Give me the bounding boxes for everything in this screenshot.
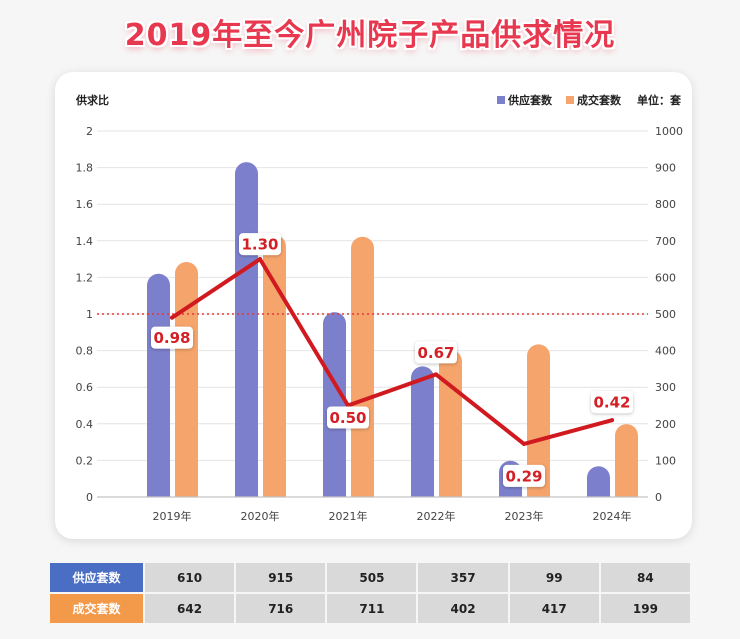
table-cell: 99 (509, 563, 599, 592)
table-cell: 716 (236, 594, 326, 623)
ratio-line (170, 257, 614, 446)
left-tick-label: 1.8 (76, 162, 94, 175)
legend-label-deals: 成交套数 (577, 93, 622, 107)
supply-bar-3 (323, 312, 346, 497)
ratio-labels: 0.98 1.30 0.50 0.67 0.29 0.42 (151, 233, 633, 487)
ratio-label-box (327, 406, 369, 429)
table-cell: 402 (418, 594, 508, 623)
ratio-label-1: 0.98 (151, 326, 193, 349)
table-row-header-deals: 成交套数 (50, 594, 143, 623)
table-cell: 711 (327, 594, 417, 623)
ratio-label-box (151, 326, 193, 349)
table-cell: 915 (236, 563, 326, 592)
deal-bar-3 (351, 236, 374, 497)
legend-swatch-deals (566, 96, 574, 104)
legend-label-supply: 供应套数 (507, 93, 553, 107)
ratio-label-5: 0.29 (503, 464, 545, 487)
supply-bar-6 (587, 466, 610, 497)
ratio-label-text: 0.29 (505, 467, 542, 485)
ratio-label-text: 0.42 (593, 394, 630, 412)
unit-label: 单位：套 (637, 93, 682, 107)
right-tick-label: 700 (655, 235, 676, 248)
right-tick-label: 800 (655, 198, 676, 211)
right-axis: 0 100 200 300 400 500 600 700 800 900 1000 (655, 125, 683, 504)
ratio-point-4 (434, 372, 438, 377)
ratio-line-group (170, 257, 614, 446)
ratio-label-text: 0.50 (329, 409, 366, 427)
ratio-label-4: 0.67 (415, 341, 457, 364)
left-tick-label: 0 (86, 491, 93, 504)
left-tick-label: 1.4 (76, 235, 94, 248)
table-cell: 417 (509, 594, 599, 623)
x-tick-label: 2022年 (417, 509, 456, 523)
left-tick-label: 0.2 (76, 454, 94, 467)
table-row-header-supply: 供应套数 (50, 563, 143, 592)
bars (147, 162, 638, 498)
deal-bar-2 (263, 234, 286, 497)
right-tick-label: 300 (655, 381, 676, 394)
right-tick-label: 1000 (655, 125, 683, 138)
ratio-label-6: 0.42 (591, 391, 633, 414)
legend: 供应套数 成交套数 单位：套 (497, 93, 682, 107)
left-tick-label: 2 (86, 125, 93, 138)
deal-bar-6 (615, 424, 638, 497)
x-tick-label: 2023年 (505, 509, 544, 523)
table-cell: 357 (418, 563, 508, 592)
right-tick-label: 0 (655, 491, 662, 504)
ratio-label-box (239, 233, 281, 256)
right-tick-label: 400 (655, 345, 676, 358)
ratio-point-1 (170, 315, 174, 320)
left-tick-label: 1 (86, 308, 93, 321)
table-cell: 642 (145, 594, 235, 623)
ratio-label-box (503, 464, 545, 487)
table-cell: 505 (327, 563, 417, 592)
ratio-point-6 (610, 418, 614, 423)
ratio-label-box (591, 391, 633, 414)
left-axis: 0 0.2 0.4 0.6 0.8 1 1.2 1.4 1.6 1.8 2 (76, 125, 94, 504)
table-cell: 199 (600, 594, 690, 623)
ratio-label-3: 0.50 (327, 406, 369, 429)
data-table: 供应套数 610 915 505 357 99 84 成交套数 642 716 … (50, 563, 690, 623)
right-tick-label: 100 (655, 454, 676, 467)
deal-bar-1 (175, 262, 198, 497)
x-tick-label: 2020年 (241, 509, 280, 523)
page-title: 2019年至今广州院子产品供求情况 (124, 18, 616, 53)
supply-demand-chart: 0 0.2 0.4 0.6 0.8 1 1.2 1.4 1.6 1.8 2 0 100 200 300 40… (75, 93, 683, 523)
left-tick-label: 0.4 (76, 418, 94, 431)
deal-bar-4 (439, 349, 462, 497)
supply-bar-2 (235, 162, 258, 498)
right-tick-label: 600 (655, 271, 676, 284)
table-cell: 84 (600, 563, 690, 592)
right-tick-label: 500 (655, 308, 676, 321)
x-axis-labels: 2019年 2020年 2021年 2022年 2023年 2024年 (153, 509, 632, 523)
supply-bar-4 (411, 366, 434, 497)
x-tick-label: 2019年 (153, 509, 192, 523)
supply-bar-1 (147, 273, 170, 497)
left-tick-label: 0.8 (76, 345, 94, 358)
table-cell: 610 (145, 563, 235, 592)
ratio-label-box (415, 341, 457, 364)
left-tick-label: 1.6 (76, 198, 94, 211)
ratio-label-text: 0.67 (417, 344, 454, 362)
legend-swatch-supply (497, 96, 505, 104)
x-tick-label: 2021年 (329, 509, 368, 523)
ratio-point-2 (258, 257, 262, 262)
ratio-label-text: 1.30 (241, 236, 278, 254)
x-tick-label: 2024年 (593, 509, 632, 523)
ratio-point-5 (522, 441, 526, 446)
left-tick-label: 0.6 (76, 381, 94, 394)
left-tick-label: 1.2 (76, 271, 94, 284)
deal-bar-5 (527, 344, 550, 497)
left-axis-title: 供求比 (75, 93, 109, 107)
ratio-label-text: 0.98 (153, 329, 190, 347)
ratio-label-2: 1.30 (239, 233, 281, 256)
right-tick-label: 200 (655, 418, 676, 431)
right-tick-label: 900 (655, 162, 676, 175)
